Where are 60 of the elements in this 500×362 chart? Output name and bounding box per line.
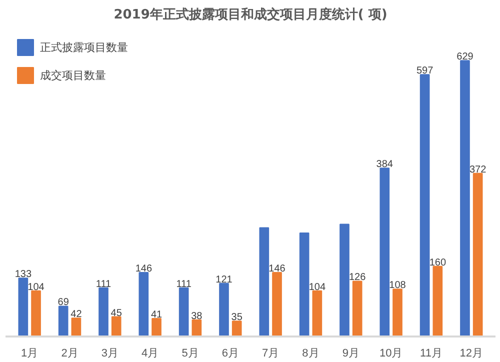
data-label: 69 bbox=[58, 297, 70, 308]
legend-label: 成交项目数量 bbox=[40, 68, 106, 82]
legend-label: 正式披露项目数量 bbox=[40, 40, 128, 54]
bar bbox=[178, 287, 189, 336]
bar bbox=[58, 306, 68, 336]
data-label: 372 bbox=[469, 164, 487, 176]
bar bbox=[18, 278, 28, 336]
bar bbox=[232, 320, 242, 336]
data-label: 42 bbox=[70, 309, 82, 320]
bar bbox=[111, 316, 122, 336]
data-label: 126 bbox=[348, 272, 366, 284]
bar bbox=[219, 282, 229, 336]
x-tick-label: 6月 bbox=[222, 348, 239, 360]
data-label: 160 bbox=[429, 257, 446, 268]
data-label: 108 bbox=[389, 280, 406, 292]
x-tick-label: 9月 bbox=[342, 348, 360, 360]
bar bbox=[299, 232, 310, 336]
data-label: 104 bbox=[308, 282, 326, 293]
bar bbox=[432, 266, 443, 336]
bar bbox=[472, 172, 483, 336]
data-label: 41 bbox=[150, 310, 163, 321]
data-label: 133 bbox=[14, 269, 32, 280]
data-label: 111 bbox=[96, 278, 112, 290]
bar bbox=[460, 60, 470, 336]
data-label: 384 bbox=[376, 159, 394, 170]
bar bbox=[380, 168, 390, 336]
data-label: 597 bbox=[416, 66, 434, 77]
x-tick-label: 12月 bbox=[460, 348, 484, 360]
x-tick-label: 1月 bbox=[21, 348, 38, 360]
x-tick-label: 5月 bbox=[182, 348, 199, 360]
data-label: 121 bbox=[216, 274, 233, 286]
bar bbox=[71, 318, 82, 336]
bar bbox=[312, 290, 322, 336]
bar bbox=[259, 227, 270, 336]
bar bbox=[340, 224, 350, 336]
data-label: 35 bbox=[231, 312, 243, 324]
data-label: 45 bbox=[110, 308, 122, 319]
data-label: 111 bbox=[176, 278, 192, 290]
bar bbox=[98, 287, 108, 336]
bar bbox=[31, 290, 41, 336]
data-label: 146 bbox=[268, 263, 286, 274]
chart-title: 2019年正式披露项目和成交项目月度统计( 项) bbox=[114, 6, 388, 22]
bar bbox=[152, 318, 162, 336]
bar bbox=[272, 272, 282, 336]
data-label: 146 bbox=[135, 263, 152, 274]
x-tick-label: 11月 bbox=[420, 348, 442, 360]
x-tick-label: 4月 bbox=[142, 348, 159, 360]
bar bbox=[392, 288, 402, 336]
bar bbox=[192, 319, 202, 336]
x-tick-label: 7月 bbox=[262, 348, 280, 360]
x-tick-label: 2月 bbox=[61, 348, 78, 360]
data-label: 104 bbox=[28, 282, 45, 293]
x-tick-label: 8月 bbox=[302, 348, 320, 360]
x-tick-label: 3月 bbox=[101, 348, 118, 360]
bar bbox=[138, 272, 149, 336]
data-label: 38 bbox=[191, 310, 203, 322]
x-tick-label: 10月 bbox=[379, 348, 403, 360]
data-label: 629 bbox=[456, 52, 474, 63]
bar bbox=[420, 74, 430, 336]
bar bbox=[352, 280, 362, 336]
